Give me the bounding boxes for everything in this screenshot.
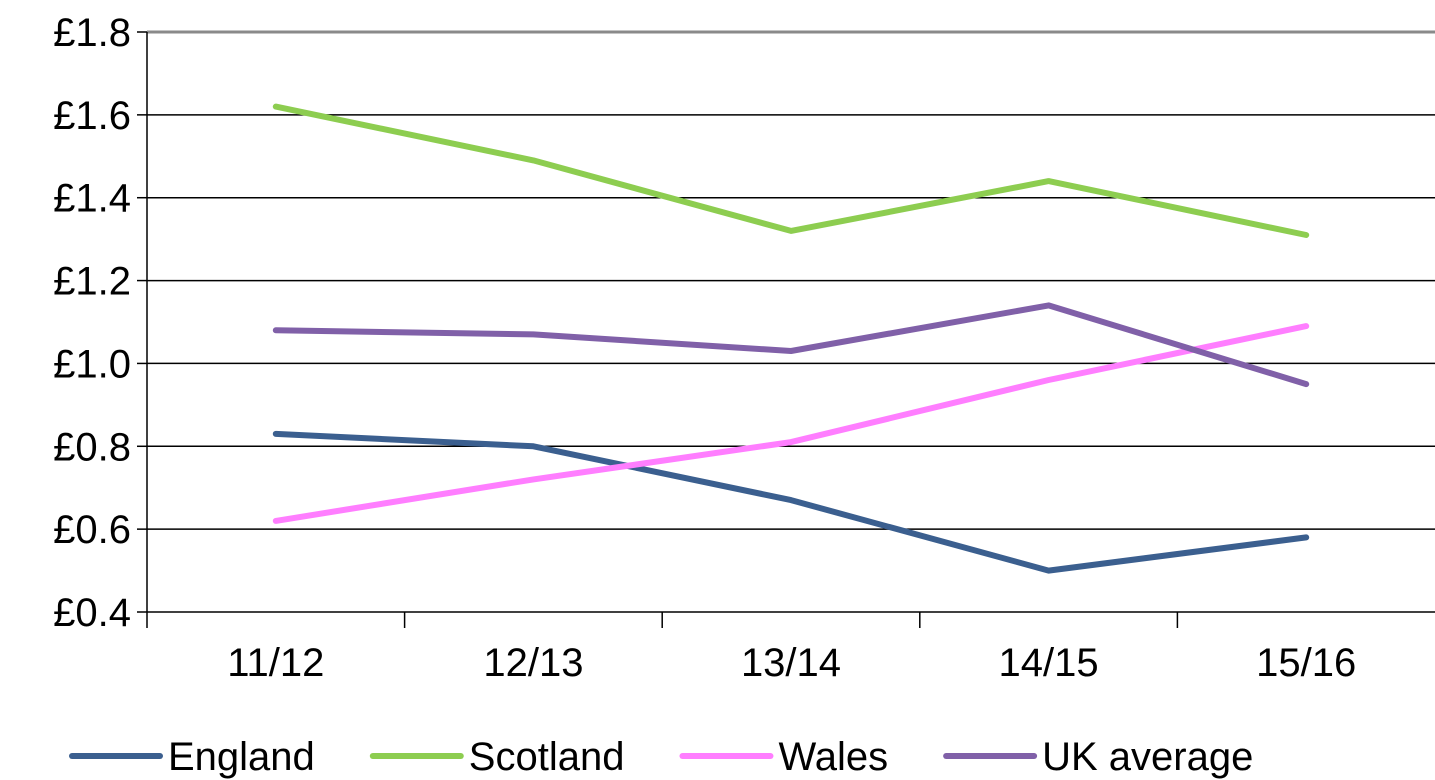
legend: England Scotland Wales UK average [69, 735, 1253, 779]
y-tick-label: £1.8 [53, 11, 131, 55]
legend-label-uk-average: UK average [1042, 735, 1253, 779]
series-line-uk-average [272, 302, 1310, 388]
legend-label-england: England [168, 735, 315, 779]
gridlines [147, 30, 1435, 530]
x-tick-label: 12/13 [483, 641, 583, 685]
series-lines [272, 103, 1310, 574]
legend-label-scotland: Scotland [469, 735, 625, 779]
x-tick-label: 15/16 [1256, 641, 1356, 685]
x-tick-label: 11/12 [227, 641, 324, 685]
y-tick-label: £1.6 [53, 94, 131, 138]
legend-label-wales: Wales [778, 735, 888, 779]
axes [146, 32, 1435, 613]
y-tick-label: £0.4 [53, 591, 131, 635]
y-tick-label: £0.6 [53, 508, 131, 552]
x-tick-label: 13/14 [741, 641, 841, 685]
x-axis-ticks: 11/12 12/13 13/14 14/15 15/16 [146, 612, 1356, 685]
series-line-wales [272, 323, 1310, 524]
y-tick-label: £1.4 [53, 177, 131, 221]
y-tick-label: £0.8 [53, 425, 131, 469]
y-tick-label: £1.2 [53, 260, 131, 304]
x-tick-label: 14/15 [999, 641, 1099, 685]
y-tick-label: £1.0 [53, 342, 131, 386]
series-line-england [272, 430, 1310, 574]
y-axis-ticks: £0.4 £0.6 £0.8 £1.0 £1.2 £1.4 £1.6 £1.8 [53, 11, 147, 635]
series-line-scotland [272, 103, 1310, 238]
